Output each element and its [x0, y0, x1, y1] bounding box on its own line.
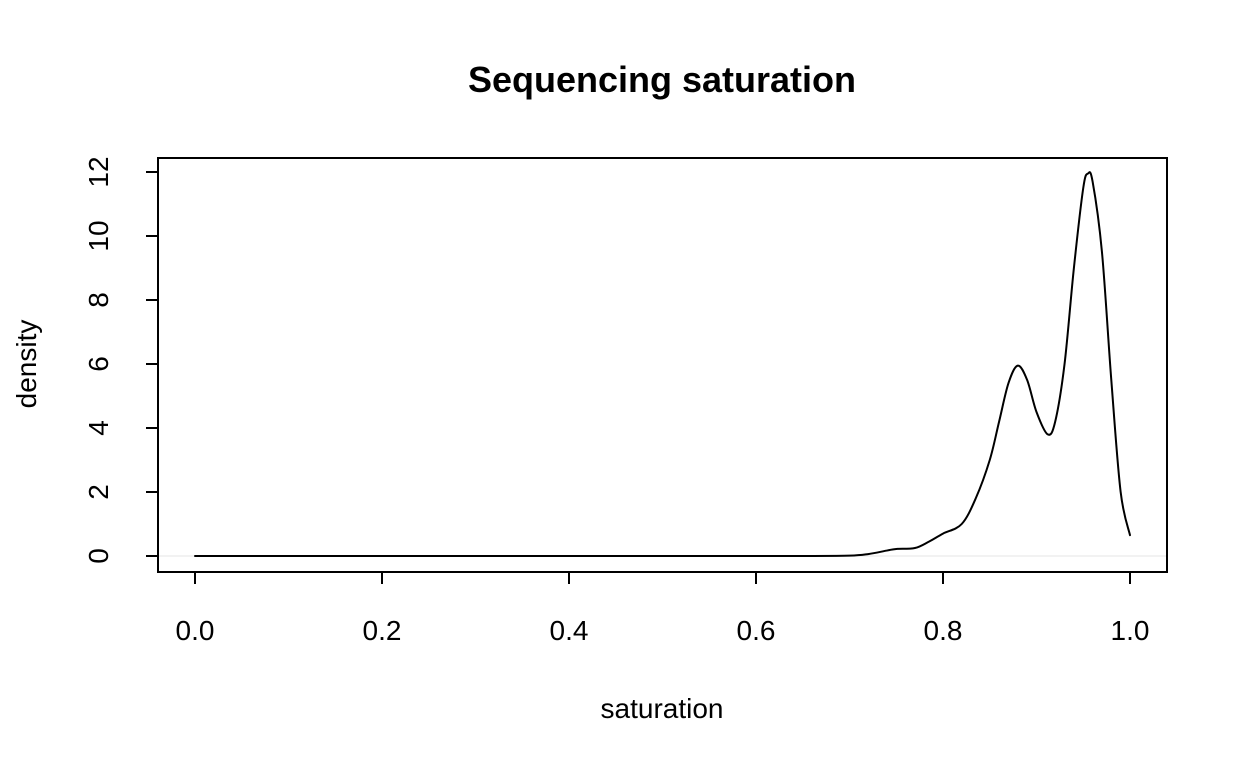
- x-axis: 0.0 0.2 0.4 0.6 0.8 1.0: [176, 571, 1150, 646]
- y-tick-label: 12: [83, 156, 114, 187]
- x-tick-label: 0.2: [363, 615, 402, 646]
- x-tick-label: 0.0: [176, 615, 215, 646]
- y-axis: 0 2 4 6 8 10 12: [83, 156, 159, 564]
- y-tick-label: 0: [83, 548, 114, 564]
- y-tick-label: 2: [83, 484, 114, 500]
- y-tick-label: 4: [83, 420, 114, 436]
- x-tick-label: 0.4: [550, 615, 589, 646]
- density-line: [194, 171, 1131, 558]
- y-tick-label: 8: [83, 292, 114, 308]
- plot-frame: [157, 157, 1168, 573]
- x-tick-label: 0.6: [737, 615, 776, 646]
- x-tick-label: 0.8: [924, 615, 963, 646]
- y-tick-label: 6: [83, 356, 114, 372]
- y-tick-label: 10: [83, 220, 114, 251]
- x-tick-label: 1.0: [1111, 615, 1150, 646]
- y-axis-label: density: [11, 320, 42, 409]
- chart-title: Sequencing saturation: [468, 59, 856, 100]
- x-axis-label: saturation: [601, 693, 724, 724]
